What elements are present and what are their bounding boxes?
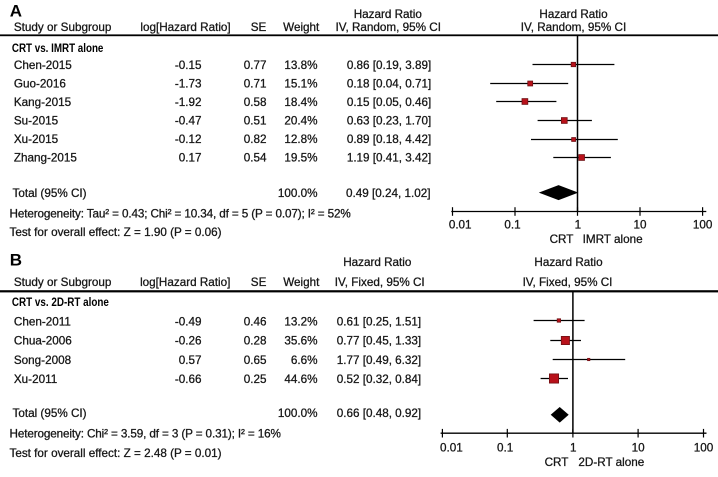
svg-text:A: A [10, 2, 22, 21]
svg-text:Total (95% CI): Total (95% CI) [13, 407, 87, 420]
svg-text:Heterogeneity: Chi² = 3.59, df: Heterogeneity: Chi² = 3.59, df = 3 (P = … [10, 428, 281, 441]
svg-text:0.77: 0.77 [244, 59, 267, 72]
svg-text:Heterogeneity: Tau² = 0.43; Ch: Heterogeneity: Tau² = 0.43; Chi² = 10.34… [10, 208, 351, 221]
svg-text:Kang-2015: Kang-2015 [14, 96, 72, 109]
svg-text:Zhang-2015: Zhang-2015 [14, 151, 78, 164]
svg-text:Weight: Weight [283, 276, 320, 289]
svg-text:log[Hazard Ratio]: log[Hazard Ratio] [140, 21, 230, 34]
svg-text:CRT vs. 2D-RT alone: CRT vs. 2D-RT alone [12, 296, 109, 309]
svg-text:Chen-2011: Chen-2011 [14, 316, 71, 329]
svg-text:13.8%: 13.8% [284, 59, 317, 72]
svg-text:0.77 [0.45, 1.33]: 0.77 [0.45, 1.33] [337, 335, 421, 348]
svg-text:CRT vs. IMRT alone: CRT vs. IMRT alone [12, 42, 104, 55]
svg-text:0.89 [0.18, 4.42]: 0.89 [0.18, 4.42] [347, 133, 431, 146]
svg-text:Chen-2015: Chen-2015 [14, 59, 72, 72]
svg-text:1: 1 [570, 442, 577, 455]
svg-text:-1.92: -1.92 [175, 96, 202, 109]
svg-text:CRT: CRT [550, 233, 574, 246]
svg-text:CRT: CRT [545, 456, 569, 469]
svg-text:6.6%: 6.6% [291, 354, 318, 367]
svg-text:Guo-2016: Guo-2016 [14, 77, 66, 90]
svg-text:-0.49: -0.49 [175, 316, 202, 329]
svg-text:Test for overall effect: Z = 2: Test for overall effect: Z = 2.48 (P = 0… [10, 447, 222, 460]
svg-text:15.1%: 15.1% [284, 77, 317, 90]
svg-text:Hazard Ratio: Hazard Ratio [539, 8, 608, 21]
svg-text:10: 10 [633, 218, 647, 231]
svg-text:0.46: 0.46 [244, 316, 267, 329]
svg-text:Test for overall effect: Z = 1: Test for overall effect: Z = 1.90 (P = 0… [10, 226, 222, 239]
svg-text:Study or Subgroup: Study or Subgroup [14, 276, 112, 289]
svg-text:100.0%: 100.0% [278, 407, 318, 420]
svg-text:Chua-2006: Chua-2006 [14, 335, 72, 348]
svg-text:IV, Fixed, 95% CI: IV, Fixed, 95% CI [523, 276, 613, 289]
svg-text:0.1: 0.1 [504, 218, 520, 231]
svg-text:1.19 [0.41, 3.42]: 1.19 [0.41, 3.42] [347, 151, 431, 164]
svg-text:IV, Random, 95% CI: IV, Random, 95% CI [521, 21, 626, 34]
svg-text:Su-2015: Su-2015 [14, 114, 59, 127]
svg-text:0.18 [0.04, 0.71]: 0.18 [0.04, 0.71] [347, 77, 431, 90]
svg-text:Hazard Ratio: Hazard Ratio [354, 8, 423, 21]
svg-text:0.01: 0.01 [449, 218, 472, 231]
svg-text:Song-2008: Song-2008 [14, 354, 71, 367]
svg-text:0.65: 0.65 [244, 354, 267, 367]
svg-text:0.54: 0.54 [244, 151, 267, 164]
svg-text:Total (95% CI): Total (95% CI) [13, 187, 87, 200]
svg-text:2D-RT alone: 2D-RT alone [578, 456, 644, 469]
svg-text:0.82: 0.82 [244, 133, 267, 146]
svg-text:0.51: 0.51 [244, 114, 267, 127]
svg-text:19.5%: 19.5% [284, 151, 317, 164]
svg-text:-0.12: -0.12 [175, 133, 202, 146]
svg-text:-0.66: -0.66 [175, 373, 202, 386]
svg-text:0.86 [0.19, 3.89]: 0.86 [0.19, 3.89] [347, 59, 431, 72]
svg-text:12.8%: 12.8% [284, 133, 317, 146]
svg-text:100: 100 [693, 218, 713, 231]
svg-text:-0.47: -0.47 [175, 114, 202, 127]
svg-text:35.6%: 35.6% [284, 335, 317, 348]
svg-text:0.57: 0.57 [179, 354, 202, 367]
svg-text:Xu-2015: Xu-2015 [14, 133, 59, 146]
svg-text:SE: SE [251, 276, 267, 289]
svg-text:B: B [10, 250, 22, 269]
svg-text:0.61 [0.25, 1.51]: 0.61 [0.25, 1.51] [337, 316, 421, 329]
svg-text:0.25: 0.25 [244, 373, 267, 386]
svg-text:20.4%: 20.4% [284, 114, 317, 127]
svg-text:Xu-2011: Xu-2011 [14, 373, 57, 386]
svg-text:Study or Subgroup: Study or Subgroup [14, 21, 112, 34]
svg-text:100: 100 [694, 442, 714, 455]
svg-text:0.71: 0.71 [244, 77, 267, 90]
svg-text:-1.73: -1.73 [175, 77, 202, 90]
svg-text:IV, Random, 95% CI: IV, Random, 95% CI [336, 21, 441, 34]
svg-text:0.52 [0.32, 0.84]: 0.52 [0.32, 0.84] [337, 373, 421, 386]
svg-text:10: 10 [632, 442, 646, 455]
svg-text:13.2%: 13.2% [284, 316, 317, 329]
svg-text:0.17: 0.17 [179, 151, 202, 164]
svg-text:0.49 [0.24, 1.02]: 0.49 [0.24, 1.02] [346, 187, 430, 200]
svg-text:1.77 [0.49, 6.32]: 1.77 [0.49, 6.32] [337, 354, 421, 367]
svg-text:44.6%: 44.6% [284, 373, 317, 386]
svg-text:Hazard Ratio: Hazard Ratio [343, 256, 412, 269]
svg-text:0.01: 0.01 [440, 442, 463, 455]
svg-text:18.4%: 18.4% [284, 96, 317, 109]
svg-text:-0.15: -0.15 [175, 59, 202, 72]
svg-text:Weight: Weight [283, 21, 320, 34]
svg-text:0.1: 0.1 [497, 442, 513, 455]
svg-text:log[Hazard Ratio]: log[Hazard Ratio] [140, 276, 230, 289]
svg-text:-0.26: -0.26 [175, 335, 202, 348]
svg-text:IMRT alone: IMRT alone [583, 233, 643, 246]
svg-text:IV, Fixed, 95% CI: IV, Fixed, 95% CI [335, 276, 425, 289]
svg-text:100.0%: 100.0% [278, 187, 318, 200]
svg-text:0.28: 0.28 [244, 335, 267, 348]
svg-text:0.58: 0.58 [244, 96, 267, 109]
svg-text:Hazard Ratio: Hazard Ratio [534, 256, 603, 269]
svg-text:0.66 [0.48, 0.92]: 0.66 [0.48, 0.92] [337, 407, 421, 420]
svg-text:SE: SE [251, 21, 267, 34]
svg-text:0.63 [0.23, 1.70]: 0.63 [0.23, 1.70] [347, 114, 431, 127]
svg-text:1: 1 [575, 218, 582, 231]
svg-text:0.15 [0.05, 0.46]: 0.15 [0.05, 0.46] [347, 96, 431, 109]
